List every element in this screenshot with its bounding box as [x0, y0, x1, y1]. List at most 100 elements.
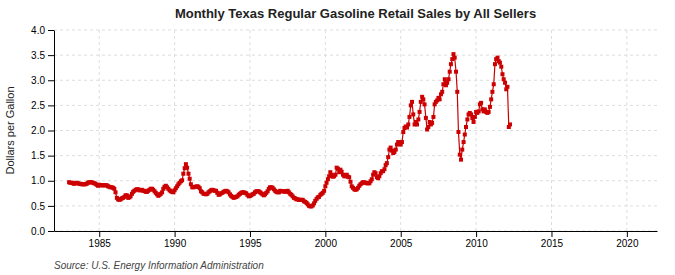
tick-mark	[476, 231, 477, 237]
tick-label: 3.0	[31, 75, 45, 86]
tick: 1995	[239, 231, 262, 249]
tick: 1.5	[31, 150, 54, 161]
axis-line	[54, 31, 55, 232]
title: Monthly Texas Regular Gasoline Retail Sa…	[175, 6, 536, 21]
tick-label: 1.5	[31, 150, 45, 161]
grid-line	[54, 130, 657, 131]
tick-mark	[551, 231, 552, 237]
tick-mark	[175, 231, 176, 237]
marker	[400, 140, 404, 144]
marker	[445, 81, 449, 85]
marker	[505, 85, 509, 89]
grid-line	[54, 205, 657, 206]
marker	[186, 172, 190, 176]
tick: 0.5	[31, 201, 54, 212]
marker	[493, 62, 497, 66]
marker	[424, 116, 428, 120]
marker	[479, 101, 483, 105]
marker	[492, 82, 496, 86]
tick-mark	[627, 231, 628, 237]
marker	[347, 175, 351, 179]
marker	[423, 102, 427, 106]
marker	[465, 117, 469, 121]
marker	[374, 171, 378, 175]
marker	[160, 190, 164, 194]
marker	[394, 148, 398, 152]
marker	[463, 133, 467, 137]
marker	[500, 72, 504, 76]
tick: 4.0	[31, 25, 54, 36]
tick: 1985	[89, 231, 112, 249]
marker	[499, 65, 503, 69]
marker	[431, 115, 435, 119]
tick-label: 0.5	[31, 201, 45, 212]
marker	[487, 110, 491, 114]
tick-label: 1985	[89, 238, 112, 249]
plot-area	[67, 52, 512, 208]
marker	[451, 52, 455, 56]
marker	[180, 178, 184, 182]
tick-mark	[48, 206, 54, 207]
marker	[489, 97, 493, 101]
tick-label: 1.0	[31, 175, 45, 186]
tick-mark	[250, 231, 251, 237]
marker	[502, 77, 506, 81]
tick: 2020	[616, 231, 639, 249]
marker	[410, 100, 414, 104]
tick-label: 1995	[239, 238, 262, 249]
grid-line	[54, 231, 657, 232]
tick: 3.5	[31, 50, 54, 61]
tick-label: 2005	[390, 238, 413, 249]
marker	[456, 130, 460, 134]
tick-mark	[48, 30, 54, 31]
tick-label: 1990	[164, 238, 187, 249]
tick-label: 0.0	[31, 226, 45, 237]
tick: 2010	[465, 231, 488, 249]
marker	[185, 166, 189, 170]
marker	[430, 121, 434, 125]
y-axis: 0.00.51.01.52.02.53.03.54.0	[31, 25, 54, 237]
marker	[184, 162, 188, 166]
line	[69, 54, 510, 206]
marker	[349, 180, 353, 184]
grid-line	[249, 30, 250, 231]
grid-line	[54, 105, 657, 106]
marker	[416, 117, 420, 121]
tick-mark	[48, 156, 54, 157]
marker	[458, 153, 462, 157]
marker	[385, 161, 389, 165]
marker	[448, 70, 452, 74]
marker	[438, 97, 442, 101]
marker	[498, 61, 502, 65]
marker	[407, 115, 411, 119]
marker	[418, 110, 422, 114]
tick-mark	[48, 231, 54, 232]
marker	[181, 172, 185, 176]
marker	[333, 173, 337, 177]
marker	[460, 148, 464, 152]
grid-line	[400, 30, 401, 231]
tick-label: 2000	[315, 238, 338, 249]
tick-mark	[48, 131, 54, 132]
tick-label: 3.5	[31, 50, 45, 61]
marker	[406, 122, 410, 126]
tick: 2.5	[31, 100, 54, 111]
marker	[440, 90, 444, 94]
tick-label: 2.5	[31, 100, 45, 111]
y-axis-label: Dollars per Gallon	[4, 86, 16, 174]
tick: 1990	[164, 231, 187, 249]
grid-line	[54, 30, 657, 31]
marker	[386, 155, 390, 159]
tick-label: 2010	[465, 238, 488, 249]
tick-label: 2020	[616, 238, 639, 249]
marker	[370, 177, 374, 181]
tick-mark	[48, 55, 54, 56]
tick-mark	[48, 105, 54, 106]
marker	[421, 97, 425, 101]
tick: 2015	[541, 231, 564, 249]
marker	[477, 109, 481, 113]
marker	[462, 140, 466, 144]
grid-line	[54, 180, 657, 181]
marker	[401, 130, 405, 134]
grid-line	[54, 80, 657, 81]
